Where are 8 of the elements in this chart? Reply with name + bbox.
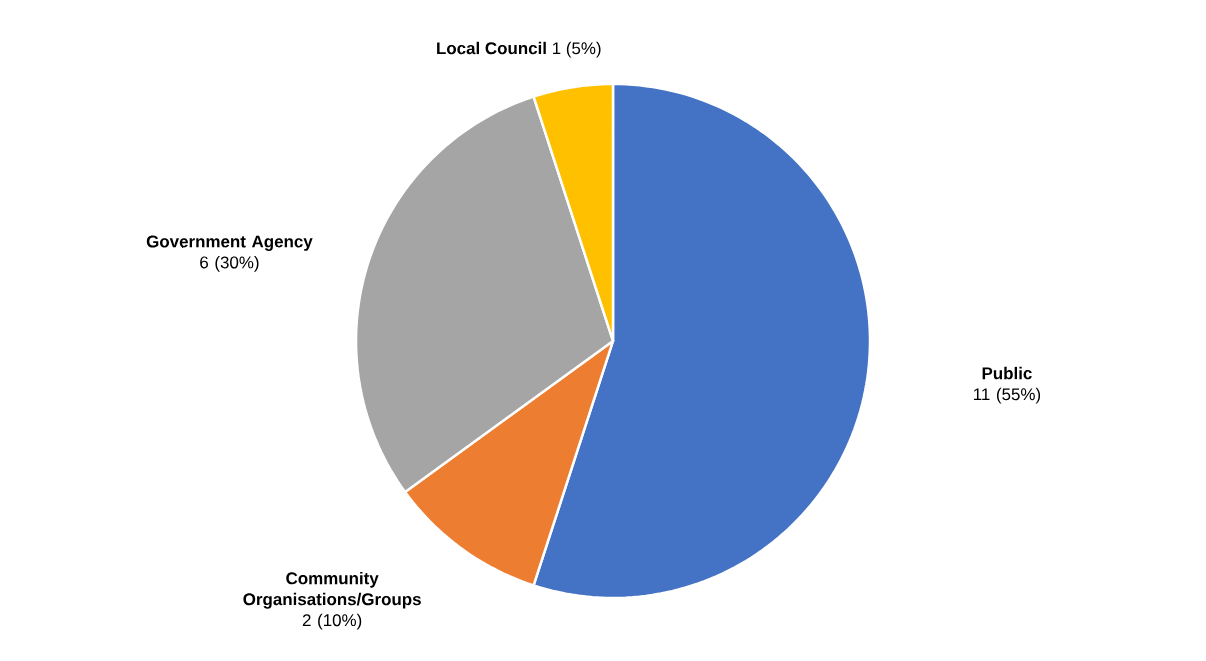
slice-label: Local Council — [437, 41, 546, 55]
data-label: 1 (5%) — [553, 41, 601, 58]
slice-label: Community Organisations/Groups — [243, 571, 421, 609]
slice-label: Public — [982, 366, 1032, 380]
data-label: 2 (10%) — [302, 613, 362, 630]
data-label: 11 (55%) — [974, 387, 1041, 404]
slice-label: Government Agency — [146, 235, 313, 251]
data-label: 6 (30%) — [200, 255, 259, 272]
